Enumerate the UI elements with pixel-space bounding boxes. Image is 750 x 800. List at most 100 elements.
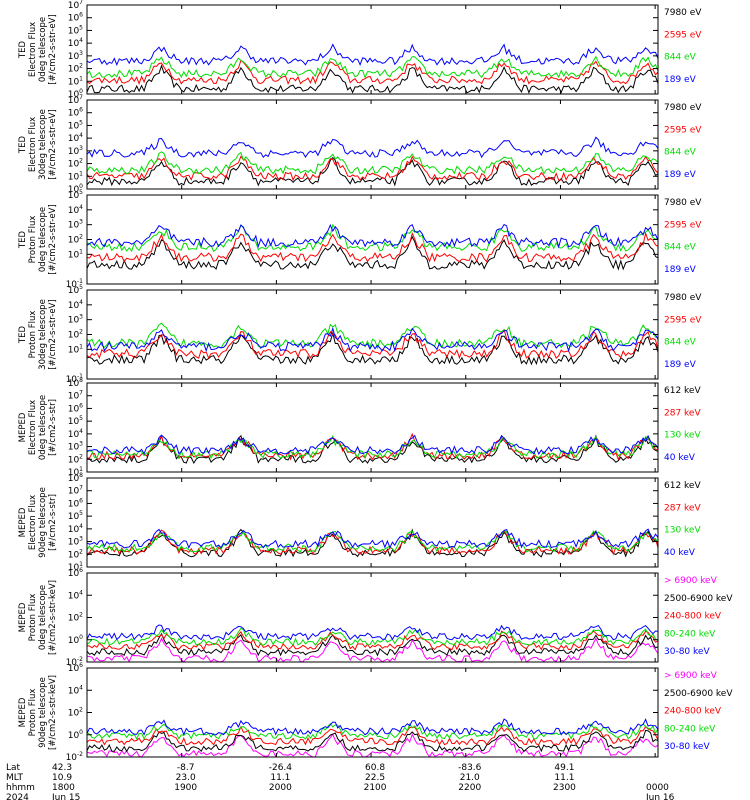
y-tick-exponent: 5	[79, 189, 83, 196]
legend-entry: 7980 eV	[664, 198, 702, 208]
series-line-3	[87, 725, 658, 746]
panel-1: TEDElectron Flux0deg telescope[#/cm2-s-s…	[18, 4, 659, 95]
y-axis-label-line: [#/cm2-s-str-eV]	[48, 204, 58, 274]
panel-frame	[86, 477, 659, 568]
series-line-4	[87, 434, 658, 456]
time-row-value: 2200	[458, 783, 481, 793]
y-axis-label-line: MEPED	[18, 412, 28, 442]
y-tick-exponent: 6	[79, 402, 83, 409]
legend-entry: 7980 eV	[664, 8, 702, 18]
y-tick-exponent: 7	[79, 390, 83, 397]
y-tick-exponent: 2	[79, 329, 83, 336]
time-row-label: 2024	[6, 793, 29, 800]
time-row-value: -26.4	[269, 763, 293, 773]
y-tick-label: 10-2	[66, 751, 84, 763]
y-axis-label: TEDElectron Flux30deg telescope[#/cm2-s-…	[18, 109, 58, 180]
y-tick-exponent: 2	[79, 63, 83, 70]
y-tick-label: 106	[68, 12, 83, 24]
series-line-3	[87, 151, 658, 175]
y-axis-label-line: TED	[18, 230, 28, 249]
y-tick-exponent: 1	[79, 343, 83, 350]
y-tick-exponent: 8	[79, 472, 83, 479]
time-row-value: 10.9	[52, 773, 72, 783]
y-tick-exponent: -1	[77, 278, 83, 285]
y-tick-label: 104	[68, 589, 83, 601]
panel-traces	[87, 528, 658, 558]
y-tick-exponent: 6	[79, 662, 83, 669]
panel-7: MEPEDProton Flux0deg telescope[#/cm2-s-s…	[18, 572, 659, 663]
legend-entry: 189 eV	[664, 170, 697, 180]
series-line-1	[87, 64, 658, 94]
legend-entry: 844 eV	[664, 53, 697, 63]
panel-3: TEDProton Flux0deg telescope[#/cm2-s-str…	[18, 194, 659, 285]
legend-entry: 287 keV	[664, 503, 701, 513]
series-line-2	[87, 432, 658, 461]
panel-frame	[86, 4, 659, 95]
panel-5: MEPEDElectron Flux0deg telescope[#/cm2-s…	[18, 382, 659, 473]
series-line-2	[87, 231, 658, 263]
y-tick-exponent: 2	[79, 234, 83, 241]
series-line-4	[87, 136, 658, 159]
legend-entry: 40 keV	[664, 453, 696, 463]
y-tick-label: 102	[68, 707, 83, 719]
y-tick-exponent: 3	[79, 536, 83, 543]
time-row-value: 23.0	[176, 773, 196, 783]
time-row-value: -83.6	[458, 763, 482, 773]
time-row-label: MLT	[6, 773, 24, 783]
legend-entry: 2595 eV	[664, 315, 702, 325]
y-axis-label-line: TED	[18, 40, 28, 59]
panel-frame	[86, 99, 659, 190]
y-tick-exponent: 0	[79, 183, 83, 190]
time-row-label: Lat	[6, 763, 21, 773]
series-line-3	[87, 223, 658, 253]
y-tick-label: 101	[68, 75, 83, 87]
y-tick-exponent: -2	[77, 656, 83, 663]
y-tick-label: 106	[68, 662, 83, 674]
time-row-value: 0000	[646, 783, 669, 793]
legend-entry: 2500-6900 keV	[664, 594, 733, 604]
panel-6: MEPEDElectron Flux90deg telescope[#/cm2-…	[18, 477, 659, 568]
legend-entry: 189 eV	[664, 75, 697, 85]
y-tick-exponent: 1	[79, 561, 83, 568]
y-axis-label-line: 90deg telescope	[38, 677, 48, 748]
y-tick-exponent: 4	[79, 37, 83, 44]
legend-entry: 2500-6900 keV	[664, 689, 733, 699]
series-line-1	[87, 434, 658, 465]
y-axis-label-line: [#/cm2-s-str]	[48, 494, 58, 551]
panel-4: TEDProton Flux30deg telescope[#/cm2-s-st…	[18, 289, 659, 380]
y-tick-label: 102	[68, 234, 83, 246]
legend-entry: 189 eV	[664, 360, 697, 370]
time-row-value: Jun 16	[645, 793, 675, 800]
y-tick-label: 105	[68, 284, 83, 296]
y-tick-exponent: 5	[79, 510, 83, 517]
y-tick-exponent: 1	[79, 170, 83, 177]
y-axis-label-line: [#/cm2-s-str-keV]	[48, 580, 58, 655]
y-tick-label: 104	[68, 37, 83, 49]
y-tick-exponent: 3	[79, 441, 83, 448]
y-tick-label: 104	[68, 132, 83, 144]
time-row-value: 22.5	[365, 773, 385, 783]
legend-entry: 189 eV	[664, 265, 697, 275]
y-tick-label: 104	[68, 428, 83, 440]
y-tick-label: 105	[68, 119, 83, 131]
y-tick-exponent: 2	[79, 158, 83, 165]
time-row-value: 49.1	[554, 763, 574, 773]
y-tick-label: 105	[68, 24, 83, 36]
y-tick-exponent: 1	[79, 466, 83, 473]
legend-entry: 844 eV	[664, 243, 697, 253]
y-tick-label: 103	[68, 50, 83, 62]
time-row-value: -8.7	[177, 763, 195, 773]
series-line-5	[87, 718, 658, 736]
y-tick-label: 101	[68, 343, 83, 355]
time-row-value: 2300	[553, 783, 576, 793]
legend-entry: 80-240 keV	[664, 629, 716, 639]
time-row-value: 2100	[364, 783, 387, 793]
y-tick-label: 104	[68, 204, 83, 216]
y-tick-label: 103	[68, 314, 83, 326]
y-tick-exponent: 4	[79, 428, 83, 435]
panel-traces	[87, 136, 658, 187]
y-tick-exponent: 3	[79, 50, 83, 57]
y-tick-label: 101	[68, 248, 83, 260]
time-row-value: 21.0	[460, 773, 480, 783]
legend-entry: 240-800 keV	[664, 707, 722, 717]
